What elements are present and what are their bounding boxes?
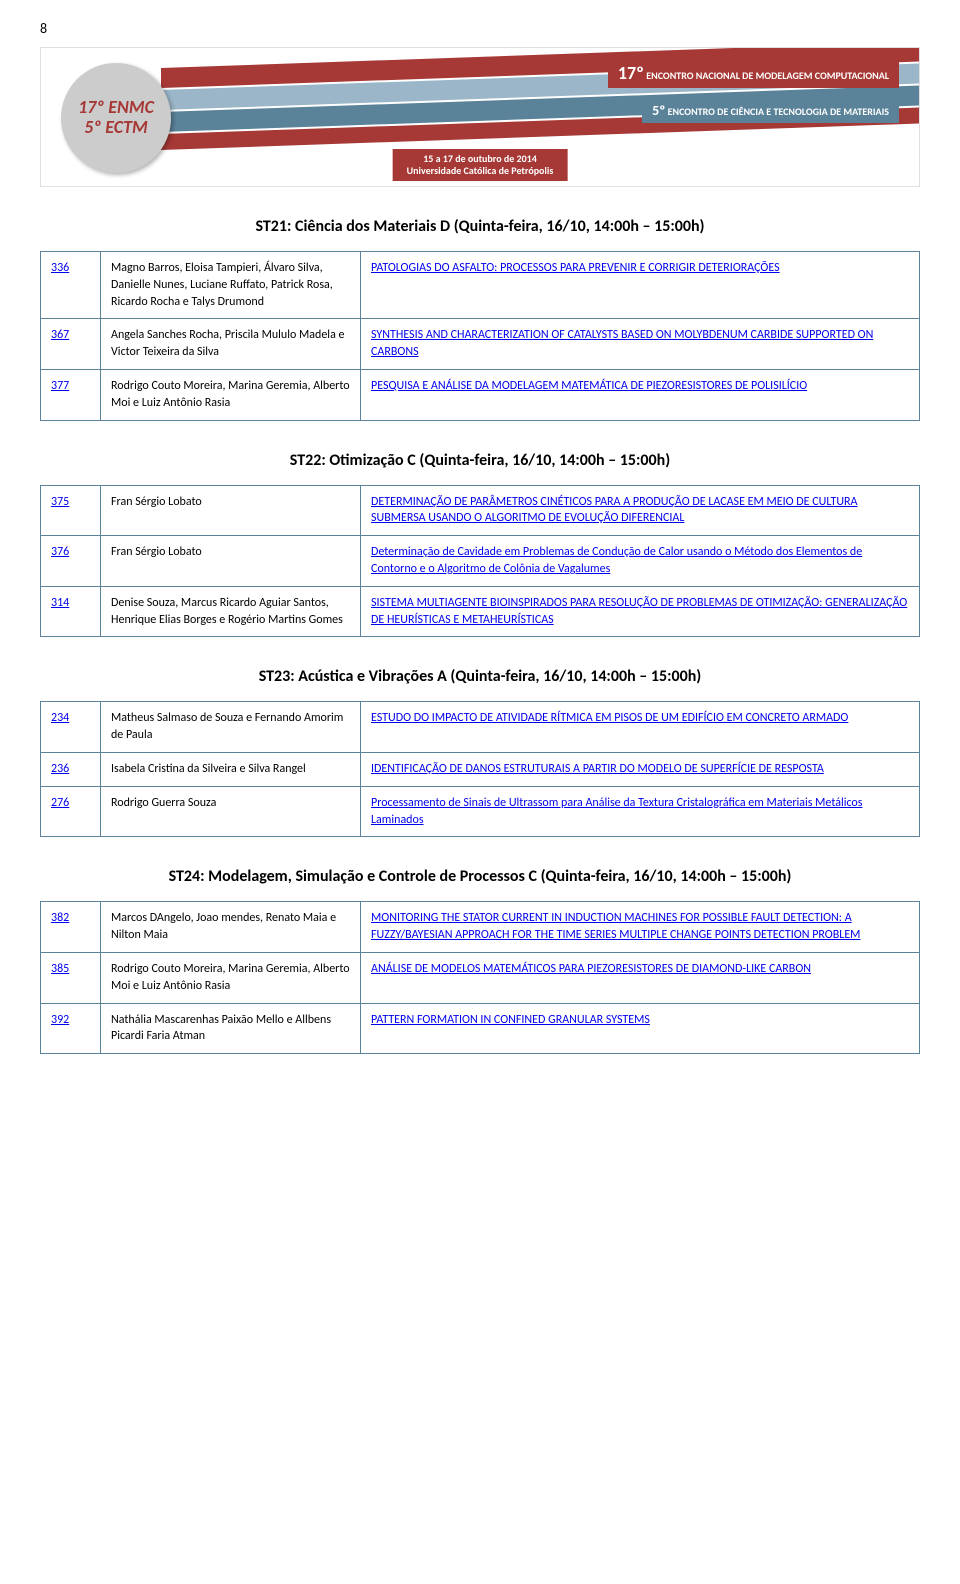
banner-bottom-line2: Universidade Católica de Petrópolis — [407, 165, 554, 177]
paper-title-link[interactable]: IDENTIFICAÇÃO DE DANOS ESTRUTURAIS A PAR… — [371, 762, 824, 776]
paper-id-cell: 336 — [41, 252, 101, 319]
badge-mid-num: 5º — [652, 102, 665, 119]
paper-id-link[interactable]: 367 — [51, 328, 69, 342]
paper-id-cell: 385 — [41, 952, 101, 1003]
table-row: 336 Magno Barros, Eloisa Tampieri, Álvaro… — [41, 252, 920, 319]
banner-badge-top: 17º ENCONTRO NACIONAL DE MODELAGEM COMPU… — [608, 58, 899, 88]
session-title: ST22: Otimização C (Quinta-feira, 16/10,… — [40, 451, 920, 470]
paper-id-cell: 382 — [41, 902, 101, 953]
paper-title-cell: ESTUDO DO IMPACTO DE ATIVIDADE RÍTMICA E… — [361, 702, 920, 753]
paper-id-link[interactable]: 336 — [51, 261, 69, 275]
authors-cell: Magno Barros, Eloisa Tampieri, Álvaro Si… — [101, 252, 361, 319]
paper-title-cell: IDENTIFICAÇÃO DE DANOS ESTRUTURAIS A PAR… — [361, 752, 920, 786]
badge-mid-text: ENCONTRO DE CIÊNCIA E TECNOLOGIA DE MATE… — [668, 105, 889, 118]
session-table: 382 Marcos DAngelo, Joao mendes, Renato M… — [40, 901, 920, 1054]
authors-cell: Fran Sérgio Lobato — [101, 485, 361, 536]
banner-circle-logo: 17º ENMC 5º ECTM — [61, 63, 171, 173]
paper-title-link[interactable]: ESTUDO DO IMPACTO DE ATIVIDADE RÍTMICA E… — [371, 711, 848, 725]
paper-title-link[interactable]: ANÁLISE DE MODELOS MATEMÁTICOS PARA PIEZ… — [371, 962, 811, 976]
paper-id-cell: 276 — [41, 786, 101, 837]
paper-id-link[interactable]: 234 — [51, 711, 69, 725]
paper-title-link[interactable]: PATTERN FORMATION IN CONFINED GRANULAR S… — [371, 1013, 650, 1027]
paper-id-link[interactable]: 276 — [51, 796, 69, 810]
session-title: ST23: Acústica e Vibrações A (Quinta-fei… — [40, 667, 920, 686]
session-title: ST21: Ciência dos Materiais D (Quinta-fe… — [40, 217, 920, 236]
paper-id-link[interactable]: 385 — [51, 962, 69, 976]
paper-title-cell: DETERMINAÇÃO DE PARÂMETROS CINÉTICOS PAR… — [361, 485, 920, 536]
paper-id-link[interactable]: 314 — [51, 596, 69, 610]
paper-title-cell: Processamento de Sinais de Ultrassom par… — [361, 786, 920, 837]
paper-title-link[interactable]: DETERMINAÇÃO DE PARÂMETROS CINÉTICOS PAR… — [371, 495, 858, 526]
badge-top-num: 17º — [618, 62, 644, 84]
paper-id-link[interactable]: 236 — [51, 762, 69, 776]
authors-cell: Matheus Salmaso de Souza e Fernando Amor… — [101, 702, 361, 753]
authors-cell: Rodrigo Couto Moreira, Marina Geremia, A… — [101, 369, 361, 420]
event-banner: 17º ENMC 5º ECTM 17º ENCONTRO NACIONAL D… — [40, 47, 920, 187]
paper-id-cell: 375 — [41, 485, 101, 536]
authors-cell: Rodrigo Couto Moreira, Marina Geremia, A… — [101, 952, 361, 1003]
paper-title-cell: SYNTHESIS AND CHARACTERIZATION OF CATALY… — [361, 319, 920, 370]
banner-badge-mid: 5º ENCONTRO DE CIÊNCIA E TECNOLOGIA DE M… — [642, 98, 899, 123]
paper-title-link[interactable]: PESQUISA E ANÁLISE DA MODELAGEM MATEMÁTI… — [371, 379, 807, 393]
authors-cell: Denise Souza, Marcus Ricardo Aguiar Sant… — [101, 586, 361, 637]
authors-cell: Rodrigo Guerra Souza — [101, 786, 361, 837]
table-row: 376 Fran Sérgio Lobato Determinação de Cav… — [41, 536, 920, 587]
paper-id-link[interactable]: 382 — [51, 911, 69, 925]
authors-cell: Fran Sérgio Lobato — [101, 536, 361, 587]
table-row: 234 Matheus Salmaso de Souza e Fernando A… — [41, 702, 920, 753]
paper-title-link[interactable]: PATOLOGIAS DO ASFALTO: PROCESSOS PARA PR… — [371, 261, 780, 275]
paper-id-cell: 236 — [41, 752, 101, 786]
table-row: 236 Isabela Cristina da Silveira e Silva … — [41, 752, 920, 786]
paper-title-link[interactable]: SISTEMA MULTIAGENTE BIOINSPIRADOS PARA R… — [371, 596, 907, 627]
table-row: 392 Nathália Mascarenhas Paixão Mello e A… — [41, 1003, 920, 1054]
table-row: 375 Fran Sérgio Lobato DETERMINAÇÃO DE PAR… — [41, 485, 920, 536]
paper-id-link[interactable]: 392 — [51, 1013, 69, 1027]
paper-title-cell: MONITORING THE STATOR CURRENT IN INDUCTI… — [361, 902, 920, 953]
session-table: 336 Magno Barros, Eloisa Tampieri, Álvaro… — [40, 251, 920, 421]
page-number: 8 — [40, 20, 920, 37]
table-row: 382 Marcos DAngelo, Joao mendes, Renato M… — [41, 902, 920, 953]
session-table: 234 Matheus Salmaso de Souza e Fernando A… — [40, 701, 920, 837]
authors-cell: Isabela Cristina da Silveira e Silva Ran… — [101, 752, 361, 786]
paper-title-link[interactable]: SYNTHESIS AND CHARACTERIZATION OF CATALY… — [371, 328, 873, 359]
paper-id-cell: 367 — [41, 319, 101, 370]
authors-cell: Marcos DAngelo, Joao mendes, Renato Maia… — [101, 902, 361, 953]
paper-id-cell: 234 — [41, 702, 101, 753]
paper-title-cell: PATOLOGIAS DO ASFALTO: PROCESSOS PARA PR… — [361, 252, 920, 319]
paper-title-link[interactable]: MONITORING THE STATOR CURRENT IN INDUCTI… — [371, 911, 860, 942]
table-row: 385 Rodrigo Couto Moreira, Marina Geremia… — [41, 952, 920, 1003]
session-title: ST24: Modelagem, Simulação e Controle de… — [40, 867, 920, 886]
table-row: 276 Rodrigo Guerra Souza Processamento de … — [41, 786, 920, 837]
banner-bottom-text: 15 a 17 de outubro de 2014 Universidade … — [393, 149, 568, 181]
authors-cell: Angela Sanches Rocha, Priscila Mululo Ma… — [101, 319, 361, 370]
table-row: 314 Denise Souza, Marcus Ricardo Aguiar S… — [41, 586, 920, 637]
paper-title-cell: PATTERN FORMATION IN CONFINED GRANULAR S… — [361, 1003, 920, 1054]
paper-title-link[interactable]: Determinação de Cavidade em Problemas de… — [371, 545, 862, 576]
session-table: 375 Fran Sérgio Lobato DETERMINAÇÃO DE PAR… — [40, 485, 920, 638]
sessions-container: ST21: Ciência dos Materiais D (Quinta-fe… — [40, 217, 920, 1054]
paper-title-cell: Determinação de Cavidade em Problemas de… — [361, 536, 920, 587]
paper-title-cell: PESQUISA E ANÁLISE DA MODELAGEM MATEMÁTI… — [361, 369, 920, 420]
paper-title-link[interactable]: Processamento de Sinais de Ultrassom par… — [371, 796, 862, 827]
paper-id-cell: 377 — [41, 369, 101, 420]
paper-id-link[interactable]: 376 — [51, 545, 69, 559]
paper-id-cell: 392 — [41, 1003, 101, 1054]
paper-id-cell: 376 — [41, 536, 101, 587]
paper-id-link[interactable]: 375 — [51, 495, 69, 509]
table-row: 367 Angela Sanches Rocha, Priscila Mululo… — [41, 319, 920, 370]
authors-cell: Nathália Mascarenhas Paixão Mello e Allb… — [101, 1003, 361, 1054]
paper-id-cell: 314 — [41, 586, 101, 637]
paper-title-cell: SISTEMA MULTIAGENTE BIOINSPIRADOS PARA R… — [361, 586, 920, 637]
circle-line2: 5º ECTM — [84, 118, 148, 138]
badge-top-text: ENCONTRO NACIONAL DE MODELAGEM COMPUTACI… — [646, 69, 889, 82]
table-row: 377 Rodrigo Couto Moreira, Marina Geremia… — [41, 369, 920, 420]
paper-title-cell: ANÁLISE DE MODELOS MATEMÁTICOS PARA PIEZ… — [361, 952, 920, 1003]
paper-id-link[interactable]: 377 — [51, 379, 69, 393]
